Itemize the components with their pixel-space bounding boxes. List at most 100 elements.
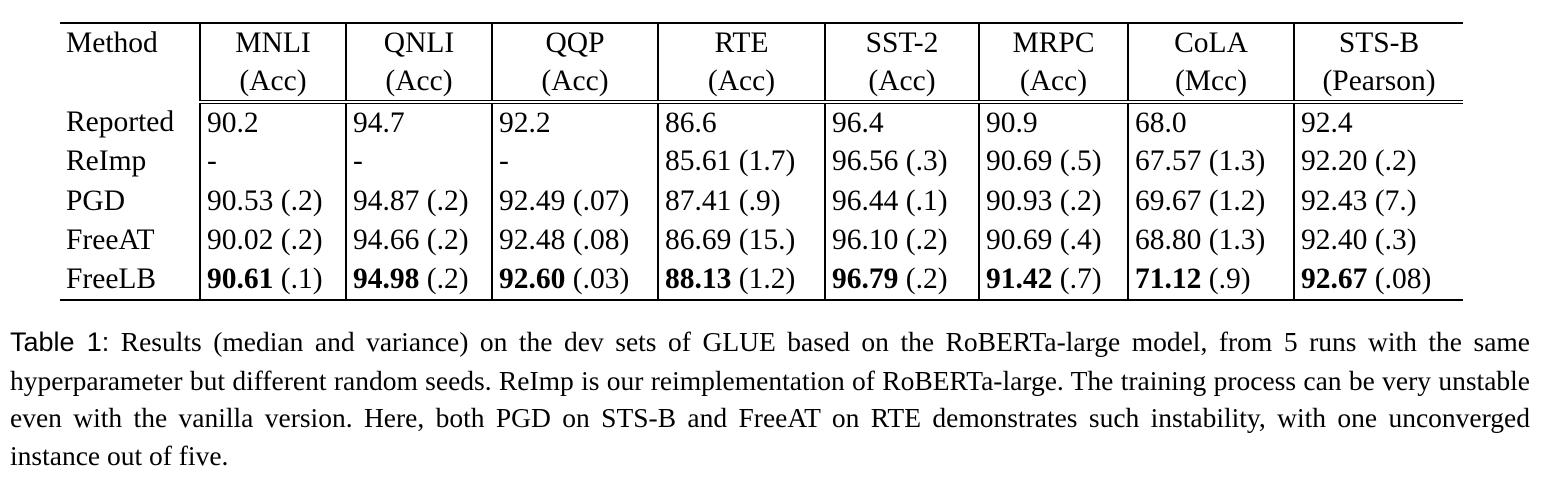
caption-text: Results (median and variance) on the dev… (10, 326, 1530, 471)
result-cell: 87.41 (.9) (657, 181, 825, 221)
variance-value: (.3) (1374, 224, 1417, 257)
column-header-method: Method (60, 22, 200, 102)
variance-value: (.3) (905, 145, 948, 178)
variance-value: (.2) (280, 224, 323, 257)
result-cell: 90.2 (199, 102, 346, 142)
method-cell: Reported (66, 105, 175, 138)
median-value: 96.56 (832, 145, 899, 178)
variance-value: (.08) (1374, 263, 1432, 296)
result-cell: 90.69 (.5) (978, 141, 1128, 181)
column-metric-rte: (Acc) (657, 62, 825, 104)
median-value: 92.20 (1301, 145, 1368, 178)
variance-value: (1.7) (738, 145, 796, 178)
median-value: 86.6 (665, 106, 717, 139)
result-cell: 96.79 (.2) (824, 260, 979, 301)
header-row-names: Method MNLI QNLI QQP RTE SST-2 MRPC CoLA STS-B (60, 22, 1463, 102)
result-cell: 90.61 (.1) (199, 260, 346, 301)
median-value: 91.42 (986, 263, 1053, 296)
variance-value: (.2) (905, 224, 948, 257)
median-value: 87.41 (665, 184, 732, 217)
results-table: Method MNLI QNLI QQP RTE SST-2 MRPC CoLA STS-B (… (60, 22, 1463, 301)
method-cell: ReImp (66, 145, 147, 178)
column-header-sts-b: STS-B (1293, 22, 1463, 62)
variance-value: (.2) (426, 263, 469, 296)
variance-value: (.2) (1059, 184, 1102, 217)
table-caption: Table 1: Results (median and variance) o… (10, 323, 1530, 474)
median-value: 90.61 (207, 263, 274, 296)
median-value: 92.40 (1301, 224, 1368, 257)
variance-value: (.08) (572, 224, 630, 257)
median-value: - (353, 145, 363, 178)
result-cell: - (491, 141, 658, 181)
median-value: 90.69 (986, 145, 1053, 178)
column-header-qqp: QQP (491, 22, 658, 62)
median-value: 94.87 (353, 184, 420, 217)
variance-value: (1.3) (1208, 224, 1266, 257)
median-value: 92.4 (1301, 106, 1353, 139)
result-cell: - (345, 141, 492, 181)
result-cell: 94.98 (.2) (345, 260, 492, 301)
column-header-sst-2: SST-2 (824, 22, 979, 62)
median-value: - (207, 145, 217, 178)
median-value: 88.13 (665, 263, 732, 296)
median-value: 69.67 (1135, 184, 1202, 217)
variance-value: (1.3) (1208, 145, 1266, 178)
median-value: 92.2 (499, 106, 551, 139)
column-header-cola: CoLA (1127, 22, 1294, 62)
median-value: 94.7 (353, 106, 405, 139)
method-cell: FreeLB (60, 260, 200, 301)
variance-value: (15.) (738, 224, 796, 257)
variance-value: (1.2) (738, 263, 796, 296)
result-cell: 96.10 (.2) (824, 220, 979, 260)
result-cell: 90.02 (.2) (199, 220, 346, 260)
result-cell: 92.49 (.07) (491, 181, 658, 221)
table-row: FreeLB 90.61 (.1) 94.98 (.2) 92.60 (.03) 88.… (60, 260, 1463, 301)
method-cell: PGD (66, 184, 126, 217)
column-metric-mnli: (Acc) (199, 62, 346, 104)
table-header: Method MNLI QNLI QQP RTE SST-2 MRPC CoLA STS-B (… (60, 22, 1463, 104)
caption-label: Table 1: (10, 327, 110, 357)
median-value: 96.44 (832, 184, 899, 217)
table-row: ReImp - - -85.61 (1.7) 96.56 (.3) 90.69 (.5) 6… (60, 141, 1463, 181)
median-value: 90.53 (207, 184, 274, 217)
result-cell: 96.56 (.3) (824, 141, 979, 181)
result-cell: 85.61 (1.7) (657, 141, 825, 181)
column-header-mrpc: MRPC (978, 22, 1128, 62)
median-value: 92.49 (499, 184, 566, 217)
median-value: 86.69 (665, 224, 732, 257)
result-cell: 90.53 (.2) (199, 181, 346, 221)
median-value: 68.0 (1135, 106, 1187, 139)
table-row: PGD 90.53 (.2) 94.87 (.2) 92.49 (.07) 87.41 … (60, 181, 1463, 221)
column-metric-sts-b: (Pearson) (1293, 62, 1463, 104)
header-row-metrics: (Acc) (Acc) (Acc) (Acc) (Acc) (Acc) (Mcc) (Pear… (60, 62, 1463, 104)
result-cell: 94.7 (345, 102, 492, 142)
result-cell: 90.9 (978, 102, 1128, 142)
result-cell: 92.4 (1293, 102, 1463, 142)
column-metric-cola: (Mcc) (1127, 62, 1294, 104)
result-cell: 67.57 (1.3) (1127, 141, 1294, 181)
result-cell: 68.80 (1.3) (1127, 220, 1294, 260)
result-cell: 86.6 (657, 102, 825, 142)
variance-value: (.4) (1059, 224, 1102, 257)
column-header-qnli: QNLI (345, 22, 492, 62)
variance-value: (.2) (426, 224, 469, 257)
median-value: 94.98 (353, 263, 420, 296)
median-value: 90.69 (986, 224, 1053, 257)
result-cell: 92.20 (.2) (1293, 141, 1463, 181)
column-metric-mrpc: (Acc) (978, 62, 1128, 104)
median-value: 68.80 (1135, 224, 1202, 257)
median-value: 92.60 (499, 263, 566, 296)
result-cell: 90.93 (.2) (978, 181, 1128, 221)
median-value: 96.10 (832, 224, 899, 257)
median-value: 90.93 (986, 184, 1053, 217)
variance-value: (1.2) (1208, 184, 1266, 217)
result-cell: 88.13 (1.2) (657, 260, 825, 301)
median-value: 71.12 (1135, 263, 1202, 296)
median-value: 67.57 (1135, 145, 1202, 178)
result-cell: 94.87 (.2) (345, 181, 492, 221)
median-value: 90.9 (986, 106, 1038, 139)
variance-value: (.1) (280, 263, 323, 296)
method-cell: FreeAT (66, 224, 155, 257)
result-cell: 71.12 (.9) (1127, 260, 1294, 301)
result-cell: 92.48 (.08) (491, 220, 658, 260)
